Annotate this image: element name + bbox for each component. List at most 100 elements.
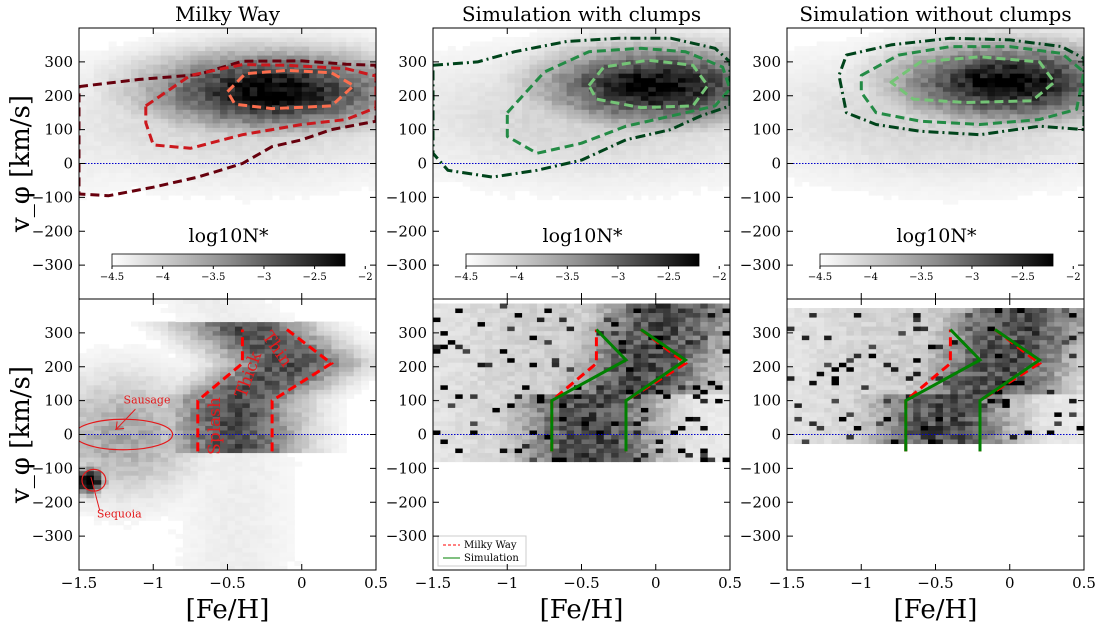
heatmap-cell (551, 190, 560, 196)
heatmap-cell (1046, 91, 1055, 97)
heatmap-cell (242, 91, 251, 97)
heatmap-cell (108, 515, 117, 521)
heatmap-cell (130, 502, 139, 508)
heatmap-cell (264, 82, 273, 88)
heatmap-cell (838, 181, 847, 187)
heatmap-cell (529, 181, 538, 187)
heatmap-cell (153, 362, 162, 368)
heatmap-cell (190, 109, 199, 115)
heatmap-cell (972, 50, 981, 56)
heatmap-cell (175, 41, 184, 47)
heatmap-cell (101, 86, 110, 92)
heatmap-cell (980, 172, 988, 178)
heatmap-cell (846, 122, 855, 128)
heatmap-cell (861, 100, 870, 106)
heatmap-cell (596, 64, 605, 70)
heatmap-cell (861, 181, 870, 187)
heatmap-cell (160, 145, 169, 151)
heatmap-cell (79, 484, 87, 490)
heatmap-cell (93, 55, 102, 61)
heatmap-cell (707, 131, 716, 137)
heatmap-cell (551, 50, 560, 56)
heatmap-cell (160, 488, 169, 494)
heatmap-cell (138, 326, 147, 332)
heatmap-cell (353, 131, 362, 137)
heatmap-cell (286, 140, 295, 146)
heatmap-cell (648, 73, 657, 79)
heatmap-cell (965, 113, 974, 119)
heatmap-cell (942, 195, 951, 201)
heatmap-cell (175, 136, 184, 142)
heatmap-cell (890, 100, 899, 106)
heatmap-cell (160, 470, 169, 476)
heatmap-cell (227, 91, 236, 97)
heatmap-cell (1061, 186, 1070, 192)
heatmap-cell (123, 484, 132, 490)
heatmap-cell (831, 95, 840, 101)
heatmap-cell (242, 109, 251, 115)
heatmap-cell (980, 104, 988, 110)
heatmap-cell (316, 172, 325, 178)
heatmap-cell (890, 28, 899, 34)
heatmap-cell (883, 127, 892, 133)
heatmap-cell (831, 77, 840, 83)
heatmap-cell (86, 59, 95, 65)
heatmap-cell (309, 91, 318, 97)
heatmap-cell (633, 55, 642, 61)
heatmap-cell (368, 50, 376, 56)
heatmap-cell (249, 77, 258, 83)
heatmap-cell (633, 140, 642, 146)
heatmap-cell (1009, 55, 1018, 61)
heatmap-cell (234, 91, 243, 97)
heatmap-cell (272, 95, 280, 101)
heatmap-cell (160, 398, 169, 404)
heatmap-cell (1046, 64, 1055, 70)
heatmap-cell (368, 109, 376, 115)
heatmap-cell (294, 95, 303, 101)
heatmap-cell (1076, 95, 1084, 101)
heatmap-cell (130, 452, 139, 458)
heatmap-cell (868, 118, 877, 124)
heatmap-cell (101, 91, 110, 97)
heatmap-cell (212, 113, 221, 119)
heatmap-cell (153, 177, 162, 183)
heatmap-cell (138, 502, 147, 508)
heatmap-cell (566, 118, 575, 124)
heatmap-cell (138, 37, 147, 43)
heatmap-cell (145, 429, 154, 435)
heatmap-cell (596, 50, 605, 56)
heatmap-cell (462, 149, 471, 155)
heatmap-cell (838, 154, 847, 160)
heatmap-cell (913, 55, 922, 61)
heatmap-cell (175, 131, 184, 137)
heatmap-cell (447, 172, 456, 178)
heatmap-cell (861, 86, 870, 92)
heatmap-cell (655, 122, 664, 128)
heatmap-cell (618, 163, 627, 169)
heatmap-cell (626, 100, 634, 106)
heatmap-cell (220, 145, 228, 151)
heatmap-cell (130, 434, 139, 440)
heatmap-cell (353, 37, 362, 43)
heatmap-cell (309, 186, 318, 192)
heatmap-cell (116, 186, 125, 192)
heatmap-cell (433, 91, 441, 97)
heatmap-cell (809, 154, 818, 160)
heatmap-cell (1009, 50, 1018, 56)
heatmap-cell (145, 475, 154, 481)
heatmap-cell (678, 109, 686, 115)
heatmap-cell (1024, 37, 1033, 43)
heatmap-cell (816, 86, 825, 92)
heatmap-cell (574, 46, 582, 52)
heatmap-cell (529, 122, 538, 128)
heatmap-cell (220, 136, 228, 142)
heatmap-cell (1017, 186, 1026, 192)
heatmap-cell (633, 109, 642, 115)
heatmap-cell (123, 452, 132, 458)
heatmap-cell (182, 77, 191, 83)
heatmap-cell (309, 109, 318, 115)
heatmap-cell (551, 91, 560, 97)
heatmap-cell (980, 41, 988, 47)
heatmap-cell (670, 154, 679, 160)
heatmap-cell (168, 389, 177, 395)
